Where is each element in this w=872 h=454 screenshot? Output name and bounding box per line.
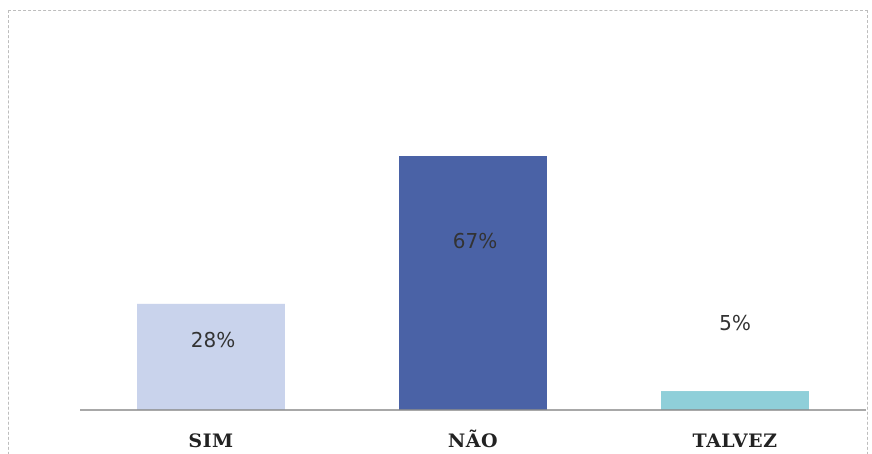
- category-labels-group: SIM NÃO TALVEZ: [188, 429, 777, 452]
- data-label-talvez: 5%: [719, 311, 751, 335]
- chart-frame: [8, 10, 868, 454]
- bar-talvez: [661, 391, 809, 410]
- bars-group: [137, 156, 809, 410]
- category-label-talvez: TALVEZ: [692, 430, 777, 452]
- bar-nao: [399, 156, 547, 410]
- data-labels-group: 28% 67% 5%: [191, 229, 751, 352]
- category-label-sim: SIM: [188, 430, 233, 452]
- data-label-sim: 28%: [191, 328, 235, 352]
- category-label-nao: NÃO: [448, 429, 498, 452]
- bar-sim: [137, 303, 285, 410]
- data-label-nao: 67%: [453, 229, 497, 253]
